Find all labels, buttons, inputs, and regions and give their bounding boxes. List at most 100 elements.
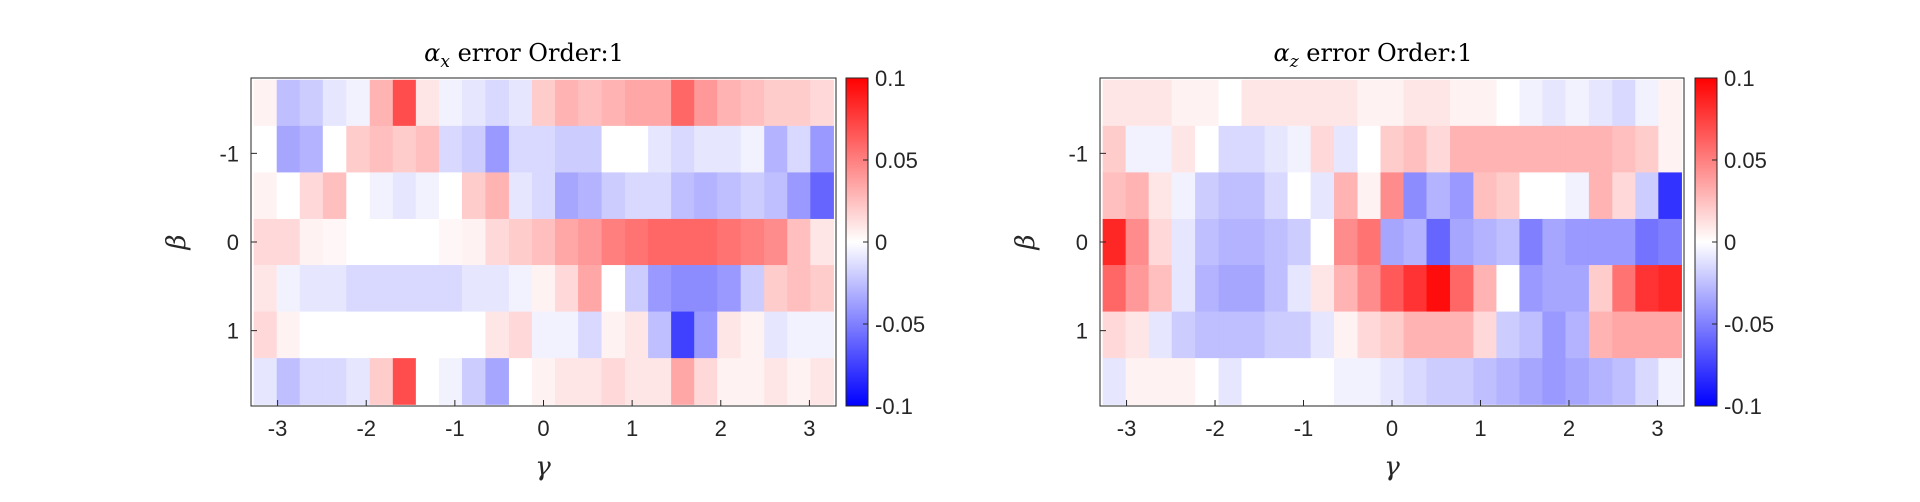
- heatmap-cell: [1380, 172, 1405, 220]
- heatmap-cell: [322, 265, 347, 313]
- heatmap-cell: [1542, 311, 1567, 359]
- heatmap-cell: [764, 79, 788, 127]
- heatmap-cell: [625, 311, 649, 359]
- y-tick-label: 0: [1076, 230, 1088, 255]
- heatmap-cell: [625, 125, 649, 174]
- heatmap-cell: [601, 218, 626, 266]
- heatmap-cell: [1635, 172, 1659, 220]
- title-rest: error Order:1: [1299, 39, 1473, 67]
- heatmap-cell: [555, 358, 579, 405]
- heatmap-cell: [461, 311, 487, 359]
- heatmap-cell: [1542, 358, 1567, 405]
- colorbar-tick-label: 0: [1724, 230, 1736, 255]
- heatmap-cell: [1635, 125, 1659, 174]
- heatmap-cell: [555, 265, 579, 313]
- heatmap-cell: [346, 265, 371, 313]
- heatmap-cell: [1264, 172, 1289, 220]
- heatmap-cell: [346, 311, 371, 359]
- heatmap-cell: [299, 125, 324, 174]
- heatmap-cell: [253, 172, 278, 220]
- heatmap-cell: [1612, 265, 1636, 313]
- heatmap-cell: [253, 311, 278, 359]
- heatmap-cell: [1287, 358, 1312, 405]
- heatmap-cell: [1658, 218, 1682, 266]
- heatmap-cell: [810, 79, 834, 127]
- heatmap-cell: [1102, 125, 1127, 174]
- heatmap-cell: [1635, 79, 1659, 127]
- heatmap-cell: [253, 125, 278, 174]
- y-ticks: -1 0 1: [219, 141, 257, 344]
- heatmap-cell: [1403, 358, 1428, 405]
- heatmap-cell: [787, 79, 811, 127]
- heatmap-cell: [1148, 172, 1173, 220]
- heatmap-panel-alpha-z: αz error Order:1 -3 -2 -1 0 1 2 3 -1 0 1 γ β 0.1…: [1011, 39, 1774, 482]
- heatmap-cell: [1473, 172, 1498, 220]
- heatmap-cell: [299, 172, 324, 220]
- heatmap-cell: [1125, 218, 1150, 266]
- colorbar: 0.1 0.05 0 -0.05 -0.1: [1694, 66, 1774, 419]
- heatmap-cell: [531, 79, 556, 127]
- heatmap-cell: [369, 218, 394, 266]
- heatmap-cell: [1635, 265, 1659, 313]
- heatmap-cell: [438, 125, 463, 174]
- heatmap-cell: [1264, 311, 1289, 359]
- heatmap-cell: [438, 358, 463, 405]
- heatmap-cell: [601, 79, 626, 127]
- heatmap-cell: [299, 265, 324, 313]
- heatmap-cell: [392, 311, 417, 359]
- heatmap-cell: [601, 358, 626, 405]
- heatmap-cell: [1565, 172, 1590, 220]
- heatmap-cell: [276, 125, 301, 174]
- heatmap-cell: [1310, 79, 1335, 127]
- heatmap-cell: [1125, 172, 1150, 220]
- heatmap-cell: [671, 218, 695, 266]
- heatmap-cell: [346, 172, 371, 220]
- heatmap-cell: [1380, 311, 1405, 359]
- heatmap-cell: [392, 125, 417, 174]
- heatmap-cell: [1658, 311, 1682, 359]
- heatmap-cell: [1403, 218, 1428, 266]
- heatmap-cell: [276, 358, 301, 405]
- heatmap-cell: [438, 218, 463, 266]
- heatmap-cell: [764, 218, 788, 266]
- heatmap-cell: [1426, 265, 1451, 313]
- x-tick-label: -2: [356, 416, 376, 441]
- x-ticks: -3 -2 -1 0 1 2 3: [1117, 400, 1664, 441]
- heatmap-cell: [1171, 265, 1196, 313]
- chart-title: αx error Order:1: [424, 39, 624, 72]
- heatmap-cell: [485, 218, 510, 266]
- heatmap-cell: [1565, 79, 1590, 127]
- heatmap-cell: [1310, 218, 1335, 266]
- heatmap-cell: [1542, 79, 1567, 127]
- heatmap-cell: [531, 125, 556, 174]
- heatmap-cell: [1635, 358, 1659, 405]
- heatmap-cell: [578, 125, 603, 174]
- heatmap-cell: [1357, 79, 1382, 127]
- heatmap-cell: [601, 172, 626, 220]
- heatmap-cell: [810, 125, 834, 174]
- heatmap-cell: [578, 172, 603, 220]
- heatmap-cell: [322, 125, 347, 174]
- heatmap-cell: [1287, 311, 1312, 359]
- heatmap-cell: [1612, 79, 1636, 127]
- heatmap-cell: [740, 311, 765, 359]
- heatmap-cell: [1102, 172, 1127, 220]
- heatmap-cell: [671, 125, 695, 174]
- heatmap-cell: [717, 218, 742, 266]
- x-ticks: -3 -2 -1 0 1 2 3: [268, 400, 816, 441]
- heatmap-cell: [1426, 358, 1451, 405]
- x-tick-label: 1: [1474, 416, 1486, 441]
- heatmap-cell: [1542, 172, 1567, 220]
- heatmap-cell: [1287, 79, 1312, 127]
- heatmap-cell: [1125, 79, 1150, 127]
- heatmap-cell: [1357, 172, 1382, 220]
- heatmap-cell: [1287, 218, 1312, 266]
- x-tick-label: 2: [1563, 416, 1575, 441]
- heatmap-cell: [740, 358, 765, 405]
- colorbar: 0.1 0.05 0 -0.05 -0.1: [845, 66, 925, 419]
- heatmap-cell: [1148, 265, 1173, 313]
- heatmap-cell: [787, 358, 811, 405]
- heatmap-cell: [810, 265, 834, 313]
- colorbar-tick-label: -0.1: [1724, 394, 1762, 419]
- heatmap-cell: [1473, 218, 1498, 266]
